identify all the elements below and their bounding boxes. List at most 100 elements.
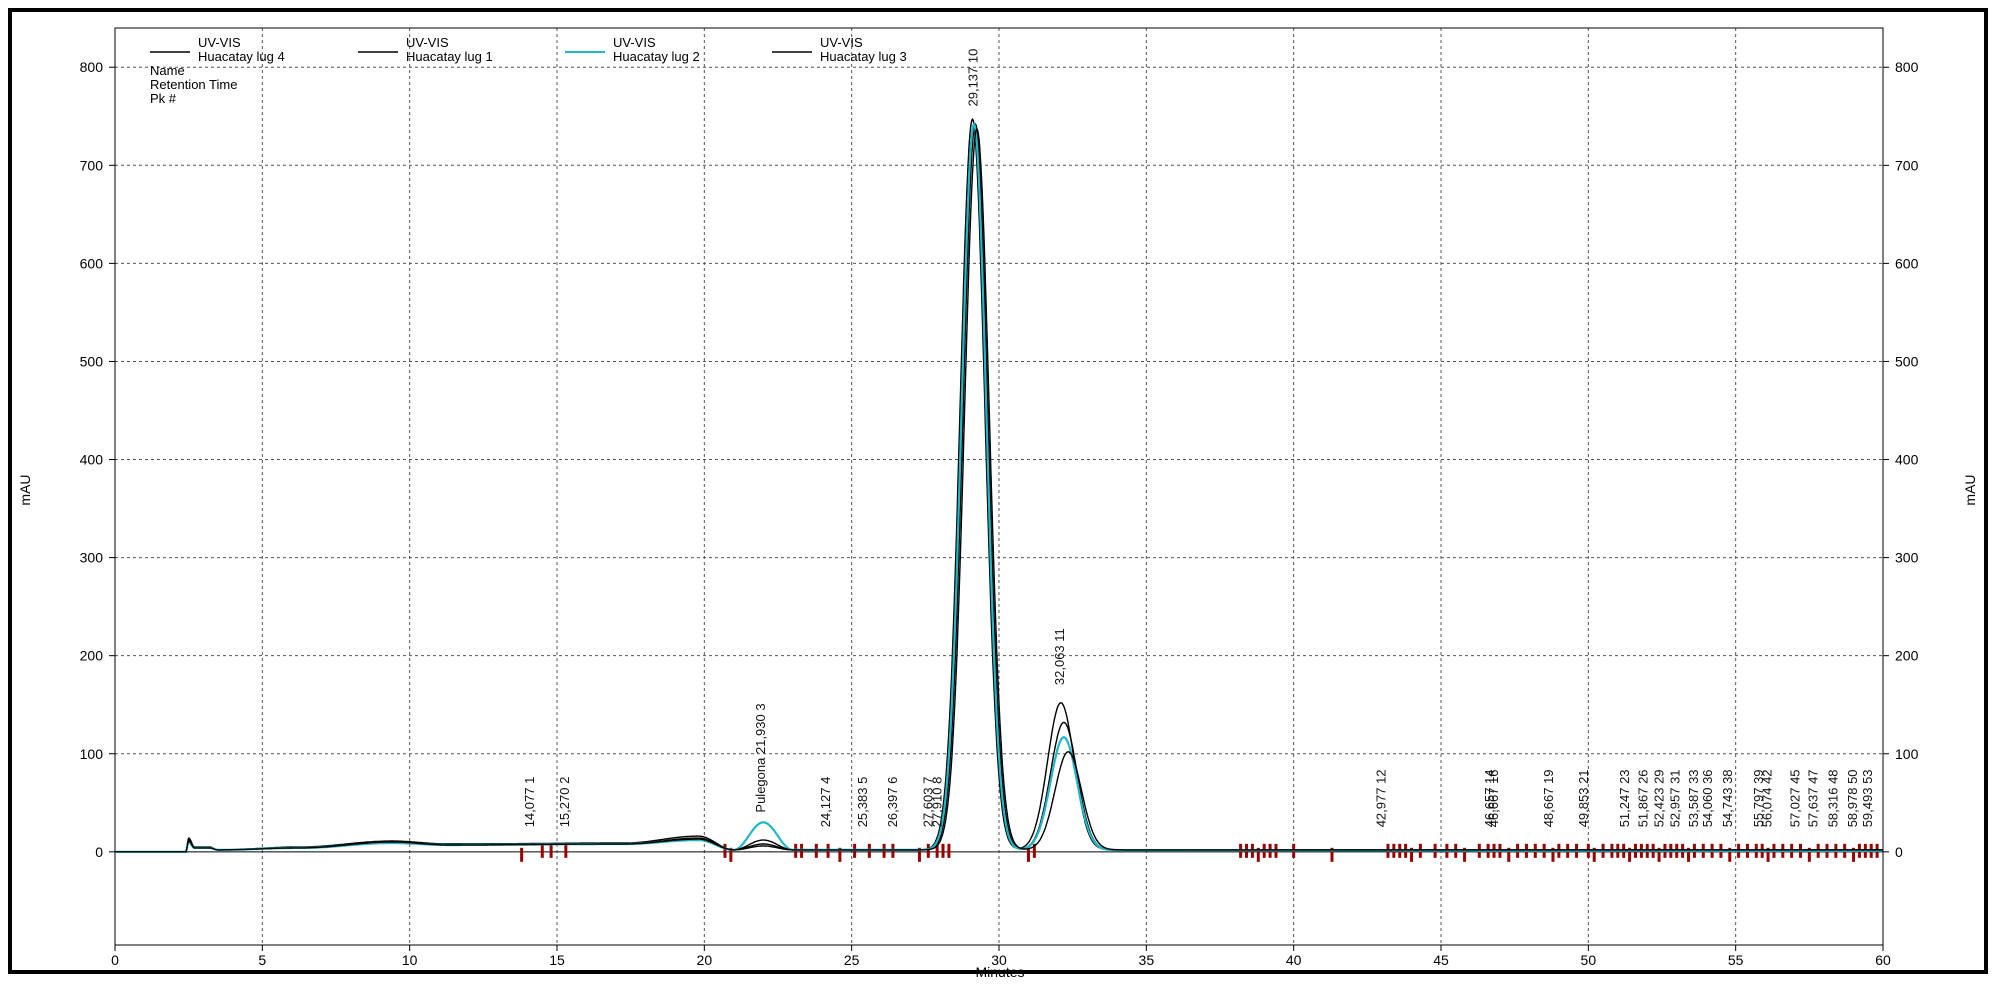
peak-label: 46,667 16 (1486, 769, 1501, 827)
peak-label: 42,977 12 (1373, 769, 1388, 827)
peak-label: 58,316 48 (1825, 769, 1840, 827)
peak-label: 51,867 26 (1635, 769, 1650, 827)
legend-entry-line2: Huacatay lug 3 (820, 49, 907, 64)
peak-label: 27,603 7 (920, 777, 935, 828)
peak-marker (1330, 847, 1334, 862)
y-tick-label-right: 500 (1895, 353, 1919, 369)
peak-label: 46,657 14 (1482, 769, 1497, 827)
peak-marker (520, 847, 524, 862)
y-tick-label-left: 200 (80, 648, 104, 664)
x-tick-label: 45 (1433, 952, 1449, 968)
y-tick-label-left: 800 (80, 59, 104, 75)
y-axis-title-right: mAU (1962, 474, 1978, 505)
peak-label: 59,493 53 (1860, 769, 1875, 827)
peak-marker (1032, 843, 1036, 858)
y-tick-label-right: 400 (1895, 452, 1919, 468)
y-tick-label-left: 0 (95, 844, 103, 860)
peak-label: 54,060 36 (1700, 769, 1715, 827)
peak-marker (947, 843, 951, 858)
peak-labels-layer: 14,077 1 15,270 2 Pulegona 21,930 3 24,127 … (522, 49, 1875, 828)
peak-label: 56,074 42 (1759, 769, 1774, 827)
y-tick-label-left: 600 (80, 255, 104, 271)
peak-label: 54,743 38 (1720, 769, 1735, 827)
peak-marker (1852, 847, 1856, 862)
peak-label: 14,077 1 (522, 777, 537, 828)
peak-marker (1657, 847, 1661, 862)
peak-label: Pulegona 21,930 3 (753, 703, 768, 812)
x-tick-label: 25 (844, 952, 860, 968)
y-tick-label-left: 500 (80, 353, 104, 369)
y-axis-title-left: mAU (17, 474, 33, 505)
peak-label: 55,797 39 (1751, 769, 1766, 827)
series-layer (115, 118, 1883, 853)
peak-label: 27,910 8 (929, 777, 944, 828)
peak-marker (1463, 847, 1467, 862)
peak-marker (1728, 847, 1732, 862)
grid-layer (115, 28, 1883, 945)
legend-info-line: Name (150, 63, 185, 78)
peak-marker (1026, 847, 1030, 862)
peak-markers-layer (520, 843, 1879, 862)
y-tick-label-left: 400 (80, 452, 104, 468)
y-tick-label-right: 700 (1895, 157, 1919, 173)
peak-label: 58,978 50 (1845, 769, 1860, 827)
legend-entry-line2: Huacatay lug 2 (613, 49, 700, 64)
x-tick-label: 35 (1139, 952, 1155, 968)
peak-label: 57,637 47 (1805, 769, 1820, 827)
x-tick-label: 15 (549, 952, 565, 968)
peak-marker (838, 847, 842, 862)
legend-entry-line1: UV-VIS (198, 35, 241, 50)
legend-entry-line1: UV-VIS (613, 35, 656, 50)
x-tick-label: 0 (111, 952, 119, 968)
series-line-4 (115, 128, 1883, 853)
peak-marker (549, 843, 553, 858)
peak-marker (926, 843, 930, 858)
chart-frame (8, 8, 1988, 974)
peak-label: 15,270 2 (557, 777, 572, 828)
x-tick-label: 55 (1728, 952, 1744, 968)
x-tick-label: 60 (1875, 952, 1891, 968)
y-tick-label-left: 100 (80, 746, 104, 762)
x-tick-label: 50 (1581, 952, 1597, 968)
legend-info-line: Pk # (150, 91, 177, 106)
peak-marker (1592, 847, 1596, 862)
x-tick-label: 5 (258, 952, 266, 968)
peak-label: 51,247 23 (1617, 769, 1632, 827)
y-tick-label-right: 200 (1895, 648, 1919, 664)
peak-label: 52,423 29 (1652, 769, 1667, 827)
peak-label: 25,383 5 (855, 777, 870, 828)
y-tick-label-right: 800 (1895, 59, 1919, 75)
peak-label: 32,063 11 (1052, 628, 1067, 685)
peak-label: 26,397 6 (885, 777, 900, 828)
peak-marker (1766, 847, 1770, 862)
x-tick-label: 30 (991, 952, 1007, 968)
peak-marker (1507, 847, 1511, 862)
peak-label: 48,667 19 (1541, 769, 1556, 827)
peak-label: 57,027 45 (1787, 769, 1802, 827)
peak-marker (723, 843, 727, 858)
x-tick-label: 40 (1286, 952, 1302, 968)
peak-marker (935, 843, 939, 858)
peak-marker (1551, 847, 1555, 862)
y-tick-label-left: 300 (80, 550, 104, 566)
peak-marker (564, 843, 568, 858)
legend-entry-line2: Huacatay lug 1 (406, 49, 493, 64)
peak-marker (540, 843, 544, 858)
x-axis-title: Minutes (975, 964, 1024, 980)
peak-marker (1807, 847, 1811, 862)
legend-info-line: Retention Time (150, 77, 237, 92)
y-tick-label-left: 700 (80, 157, 104, 173)
peak-marker (729, 847, 733, 862)
peak-label: 52,957 31 (1668, 769, 1683, 827)
peak-marker (1256, 847, 1260, 862)
peak-marker (1410, 847, 1414, 862)
x-tick-label: 10 (402, 952, 418, 968)
peak-marker (941, 843, 945, 858)
y-tick-label-right: 300 (1895, 550, 1919, 566)
peak-label: 53,587 33 (1686, 769, 1701, 827)
y-tick-label-right: 0 (1895, 844, 1903, 860)
peak-marker (1628, 847, 1632, 862)
legend-entry-line2: Huacatay lug 4 (198, 49, 285, 64)
